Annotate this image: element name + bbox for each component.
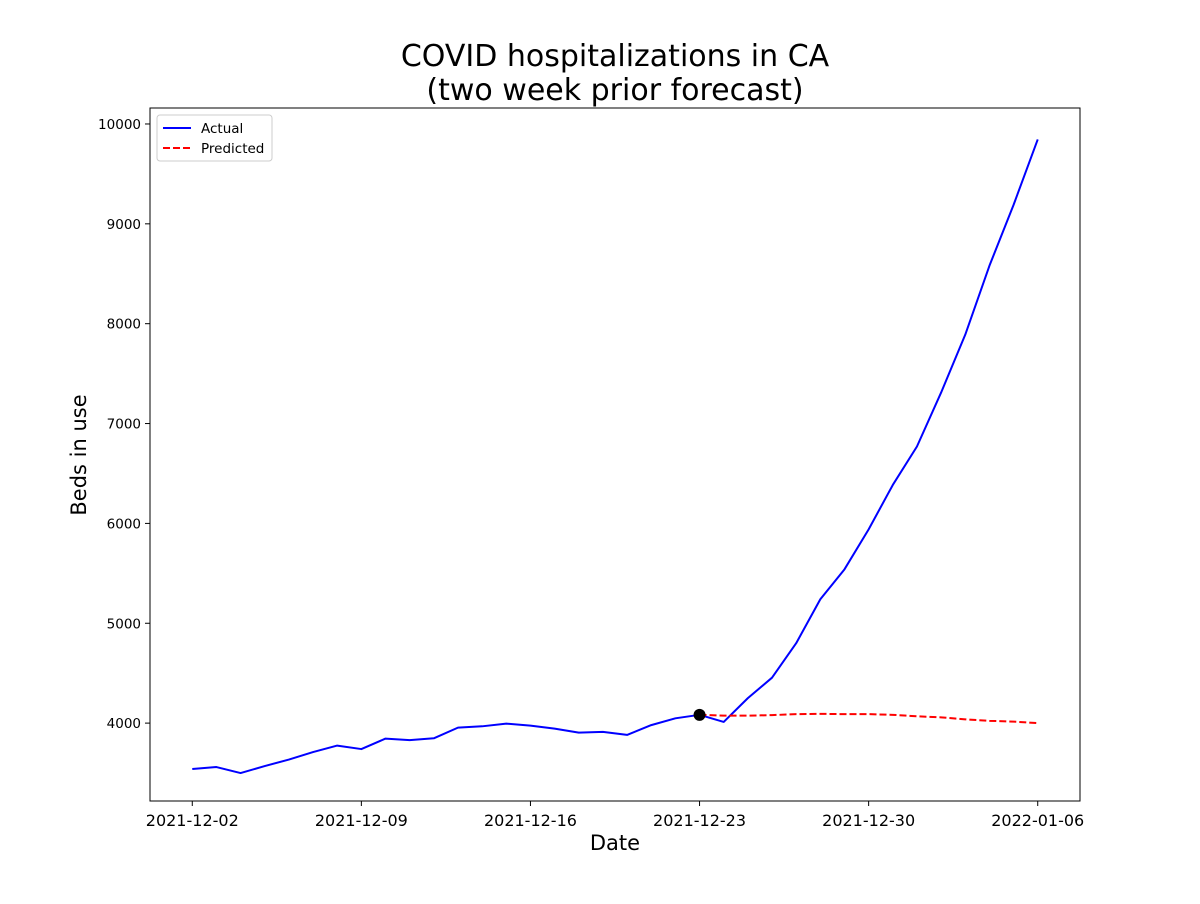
plot-area: 2021-12-02 2021-12-09 2021-12-16 2021-12-23…: [98, 107, 1084, 830]
y-tick-label: 7000: [107, 417, 141, 433]
x-tick-label: 2021-12-09: [315, 811, 408, 830]
y-tick-label: 6000: [107, 516, 141, 532]
chart-title-line-1: COVID hospitalizations in CA: [401, 39, 830, 74]
x-tick-label: 2021-12-30: [822, 811, 915, 830]
forecast-start-marker: [693, 708, 706, 721]
x-axis-label: Date: [590, 831, 640, 855]
x-tick-label: 2021-12-23: [653, 811, 746, 830]
x-tick-label: 2022-01-06: [991, 811, 1084, 830]
legend-label-actual: Actual: [201, 121, 243, 137]
series-line-actual: [192, 139, 1039, 775]
y-tick-label: 8000: [107, 317, 141, 333]
x-tick-label: 2021-12-16: [484, 811, 577, 830]
y-tick-label: 4000: [107, 716, 141, 732]
y-tick-label: 5000: [107, 616, 141, 632]
y-axis-label: Beds in use: [67, 394, 91, 515]
y-tick-label: 9000: [107, 217, 141, 233]
plot-frame: [149, 107, 1081, 802]
legend-label-predicted: Predicted: [201, 141, 264, 157]
y-tick-label: 10000: [98, 117, 141, 133]
x-tick-label: 2021-12-02: [146, 811, 239, 830]
series-line-predicted: [699, 712, 1038, 725]
legend-box: [156, 114, 273, 162]
legend: Actual Predicted: [156, 114, 273, 162]
chart-title-line-2: (two week prior forecast): [426, 73, 803, 108]
